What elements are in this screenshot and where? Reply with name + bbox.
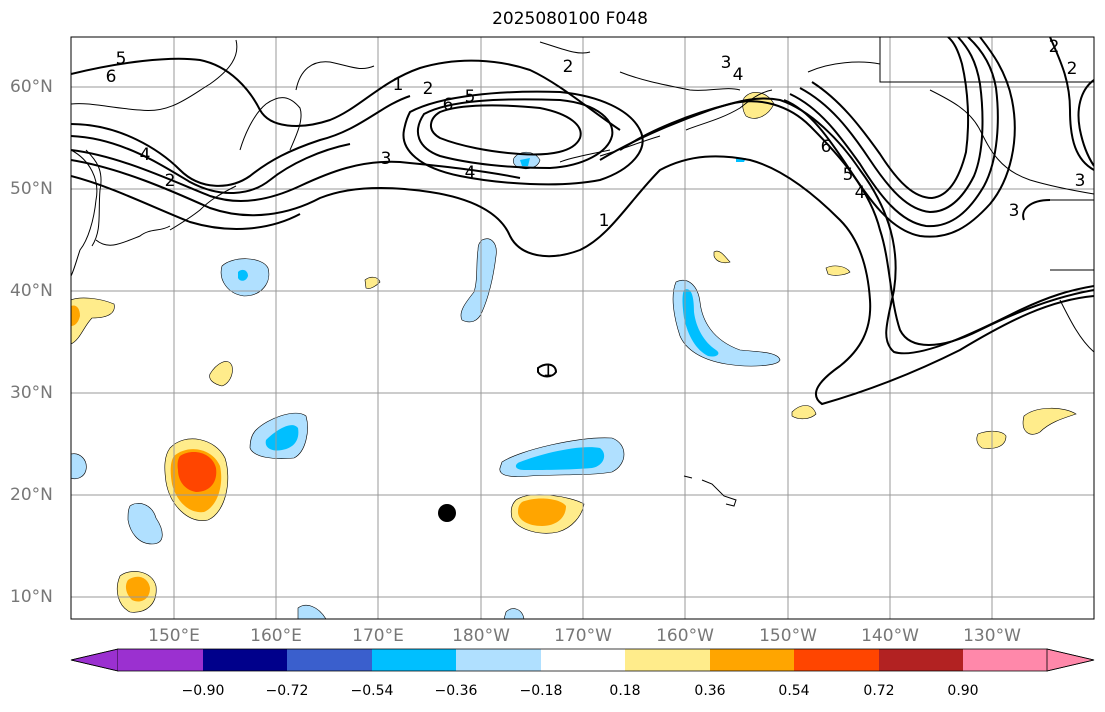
lon-label: 160°W [656,626,714,646]
lat-label: 40°N [10,281,53,301]
contour-label: 2 [423,79,434,99]
lon-label: 150°E [148,626,200,646]
anomaly-fills [71,92,1077,619]
colorbar-extend-low [70,648,119,672]
contour-label: 6 [106,67,117,87]
contour-label: 4 [140,145,151,165]
colorbar-tick: 0.72 [863,683,895,699]
colorbar-extend-high [1046,648,1095,672]
contour-label: 2 [1067,59,1078,79]
colorbar-tick: −0.54 [350,683,394,699]
contour-label: 3 [381,149,392,169]
lon-label: 150°W [759,626,817,646]
lat-label: 50°N [10,179,53,199]
lat-label: 30°N [10,383,53,403]
map-title: 2025080100 F048 [492,9,648,29]
colorbar-tick: −0.72 [265,683,309,699]
contour-label: 3 [1009,201,1020,221]
lon-label: 160°E [250,626,302,646]
lon-label: 170°W [554,626,612,646]
colorbar-tick: 0.18 [609,683,641,699]
contour-label: 3 [1075,171,1086,191]
contour-label: 1 [599,211,610,231]
contour-label: 2 [165,171,176,191]
lon-label: 130°W [963,626,1021,646]
colorbar-tick: −0.18 [519,683,563,699]
contour-label: 4 [465,163,476,183]
storm-position-marker [438,504,456,522]
colorbar-tick: −0.90 [181,683,225,699]
graticule [71,37,1094,619]
contour-label: 1 [393,75,404,95]
colorbar-tick: 0.54 [778,683,810,699]
colorbar-tick: 0.90 [947,683,979,699]
contour-label: 3 [721,53,732,73]
contour-label: 5 [465,87,476,107]
contour-label: 4 [733,65,744,85]
contour-label: 2 [563,57,574,77]
lon-label: 170°E [352,626,404,646]
coastlines [71,37,1094,507]
contour-label: 1 [543,361,554,381]
contour-labels: 5 6 4 2 1 2 6 5 3 4 1 6 5 4 3 2 2 3 1 2 … [106,37,1086,381]
lon-label: 180°W [452,626,510,646]
contour-label: 6 [443,95,454,115]
colorbar-tick: −0.36 [434,683,478,699]
colorbar [70,648,1095,672]
lon-label: 140°W [861,626,919,646]
map-frame [70,36,1095,620]
contour-label: 2 [1049,37,1060,57]
lat-label: 60°N [10,77,53,97]
contour-label: 5 [116,49,127,69]
contour-label: 5 [843,165,854,185]
contour-lines [71,37,1094,406]
lat-label: 20°N [10,485,53,505]
colorbar-tick: 0.36 [694,683,726,699]
contour-label: 4 [855,183,866,203]
lat-label: 10°N [10,587,53,607]
contour-label: 6 [821,137,832,157]
